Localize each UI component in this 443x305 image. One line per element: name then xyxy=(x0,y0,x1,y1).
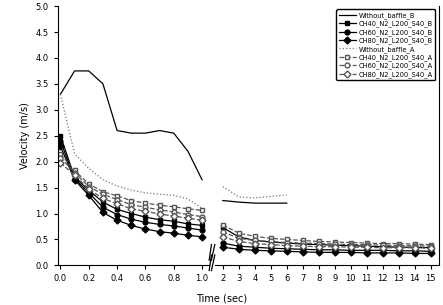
CH40_N2_L200_S40_A xyxy=(199,209,205,212)
CH80_N2_L200_S40_A xyxy=(58,161,63,164)
CH60_N2_L200_S40_A xyxy=(128,203,134,206)
CH80_N2_L200_S40_B xyxy=(114,218,120,222)
CH40_N2_L200_S40_A xyxy=(157,203,162,207)
Without_baffle_A xyxy=(157,192,162,196)
Without_baffle_A xyxy=(199,206,205,210)
CH80_N2_L200_S40_B xyxy=(143,227,148,231)
CH80_N2_L200_S40_A xyxy=(114,202,120,206)
Legend: Without_baffle_B, CH40_N2_L200_S40_B, CH60_N2_L200_S40_B, CH80_N2_L200_S40_B, Wi: Without_baffle_B, CH40_N2_L200_S40_B, CH… xyxy=(336,9,435,81)
CH40_N2_L200_S40_A xyxy=(143,201,148,205)
CH40_N2_L200_S40_A xyxy=(171,205,176,209)
Without_baffle_A xyxy=(185,197,190,201)
Line: CH40_N2_L200_S40_B: CH40_N2_L200_S40_B xyxy=(58,133,205,228)
CH60_N2_L200_S40_A xyxy=(143,206,148,209)
Without_baffle_B xyxy=(114,129,120,132)
CH60_N2_L200_S40_B xyxy=(185,226,190,230)
Without_baffle_A xyxy=(171,193,176,197)
CH60_N2_L200_S40_A xyxy=(58,156,63,159)
Line: CH60_N2_L200_S40_B: CH60_N2_L200_S40_B xyxy=(58,138,205,232)
CH80_N2_L200_S40_B xyxy=(128,224,134,227)
Without_baffle_A xyxy=(128,188,134,192)
CH60_N2_L200_S40_A xyxy=(157,208,162,212)
CH60_N2_L200_S40_A xyxy=(72,171,77,174)
CH40_N2_L200_S40_A xyxy=(185,207,190,211)
CH60_N2_L200_S40_B xyxy=(128,217,134,221)
Without_baffle_A xyxy=(143,191,148,195)
CH80_N2_L200_S40_A xyxy=(199,218,205,222)
CH60_N2_L200_S40_B xyxy=(100,206,105,209)
CH40_N2_L200_S40_B xyxy=(157,218,162,221)
Without_baffle_A xyxy=(86,167,91,170)
CH80_N2_L200_S40_B xyxy=(185,233,190,237)
CH40_N2_L200_S40_B xyxy=(100,200,105,204)
Without_baffle_B xyxy=(58,92,63,96)
CH80_N2_L200_S40_B xyxy=(58,144,63,148)
CH40_N2_L200_S40_B xyxy=(143,215,148,219)
CH80_N2_L200_S40_A xyxy=(185,216,190,220)
CH80_N2_L200_S40_B xyxy=(100,211,105,214)
CH40_N2_L200_S40_B xyxy=(72,175,77,179)
Line: CH60_N2_L200_S40_A: CH60_N2_L200_S40_A xyxy=(58,155,205,219)
CH60_N2_L200_S40_B xyxy=(157,223,162,226)
CH40_N2_L200_S40_B xyxy=(58,134,63,138)
Without_baffle_A xyxy=(114,184,120,188)
CH40_N2_L200_S40_A xyxy=(86,182,91,186)
CH60_N2_L200_S40_A xyxy=(114,198,120,201)
CH40_N2_L200_S40_A xyxy=(58,152,63,156)
Without_baffle_A xyxy=(72,152,77,156)
CH60_N2_L200_S40_B xyxy=(114,213,120,216)
Without_baffle_A xyxy=(100,178,105,182)
CH60_N2_L200_S40_A xyxy=(100,192,105,196)
CH60_N2_L200_S40_B xyxy=(86,191,91,195)
CH40_N2_L200_S40_B xyxy=(128,212,134,215)
CH40_N2_L200_S40_A xyxy=(114,194,120,198)
CH60_N2_L200_S40_B xyxy=(58,139,63,143)
CH40_N2_L200_S40_B xyxy=(185,222,190,226)
CH40_N2_L200_S40_A xyxy=(100,190,105,194)
Line: CH80_N2_L200_S40_B: CH80_N2_L200_S40_B xyxy=(58,144,205,239)
CH40_N2_L200_S40_A xyxy=(72,169,77,172)
Without_baffle_B xyxy=(143,131,148,135)
CH80_N2_L200_S40_B xyxy=(72,178,77,182)
CH80_N2_L200_S40_B xyxy=(157,230,162,234)
Line: Without_baffle_A: Without_baffle_A xyxy=(60,94,202,208)
CH80_N2_L200_S40_A xyxy=(157,212,162,216)
Without_baffle_B xyxy=(185,149,190,153)
Without_baffle_B xyxy=(157,129,162,132)
CH60_N2_L200_S40_B xyxy=(72,177,77,181)
CH80_N2_L200_S40_B xyxy=(86,193,91,197)
CH80_N2_L200_S40_A xyxy=(171,214,176,218)
Text: Time (sec): Time (sec) xyxy=(196,294,247,304)
Without_baffle_B xyxy=(171,131,176,135)
CH60_N2_L200_S40_B xyxy=(199,228,205,232)
CH40_N2_L200_S40_B xyxy=(171,220,176,223)
Line: CH80_N2_L200_S40_A: CH80_N2_L200_S40_A xyxy=(58,160,205,223)
CH80_N2_L200_S40_A xyxy=(128,207,134,211)
Without_baffle_B xyxy=(100,82,105,86)
Without_baffle_B xyxy=(72,69,77,73)
CH40_N2_L200_S40_B xyxy=(199,224,205,227)
CH80_N2_L200_S40_B xyxy=(199,235,205,239)
CH80_N2_L200_S40_A xyxy=(72,173,77,177)
CH60_N2_L200_S40_A xyxy=(199,215,205,218)
CH40_N2_L200_S40_A xyxy=(128,199,134,203)
CH80_N2_L200_S40_A xyxy=(143,210,148,213)
CH60_N2_L200_S40_A xyxy=(86,185,91,188)
CH60_N2_L200_S40_A xyxy=(171,210,176,214)
Without_baffle_B xyxy=(199,178,205,182)
Without_baffle_B xyxy=(86,69,91,73)
CH80_N2_L200_S40_A xyxy=(86,187,91,191)
CH40_N2_L200_S40_B xyxy=(114,207,120,211)
CH80_N2_L200_S40_A xyxy=(100,197,105,200)
CH60_N2_L200_S40_B xyxy=(143,221,148,224)
CH40_N2_L200_S40_B xyxy=(86,188,91,192)
CH60_N2_L200_S40_A xyxy=(185,213,190,216)
Without_baffle_B xyxy=(128,131,134,135)
CH60_N2_L200_S40_B xyxy=(171,224,176,228)
Line: CH40_N2_L200_S40_A: CH40_N2_L200_S40_A xyxy=(58,152,205,213)
Line: Without_baffle_B: Without_baffle_B xyxy=(60,71,202,180)
CH80_N2_L200_S40_B xyxy=(171,231,176,235)
Y-axis label: Velocity (m/s): Velocity (m/s) xyxy=(20,102,30,169)
Without_baffle_A xyxy=(58,92,63,96)
